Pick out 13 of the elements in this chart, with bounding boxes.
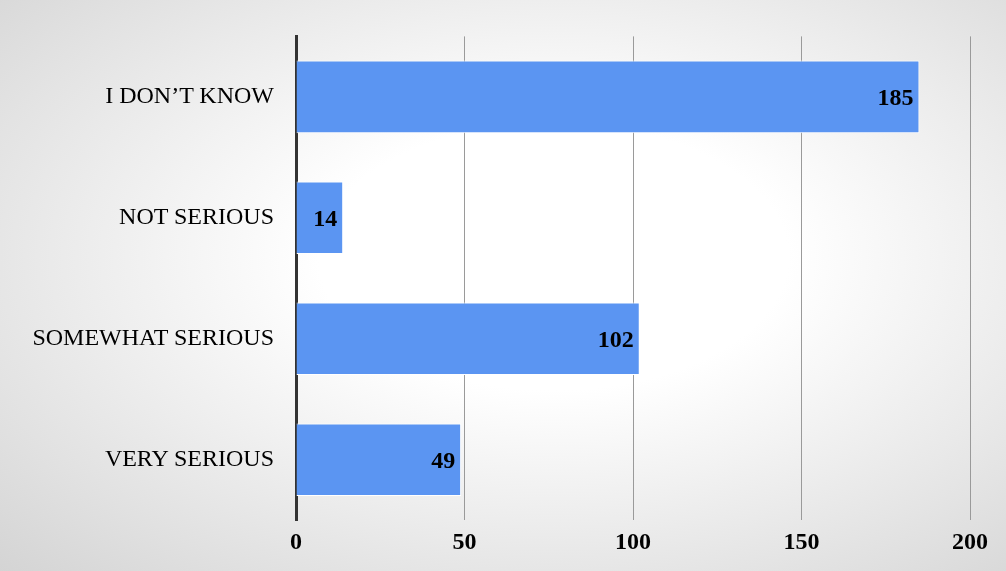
- y-tick-label: NOT SERIOUS: [119, 203, 275, 230]
- x-tick-label: 50: [452, 527, 477, 554]
- data-label: 102: [597, 325, 634, 352]
- y-tick-label: VERY SERIOUS: [104, 445, 275, 472]
- data-label: 185: [877, 84, 914, 111]
- x-tick-label: 100: [615, 527, 652, 554]
- data-label: 14: [313, 205, 338, 232]
- x-tick-label: 200: [952, 527, 988, 554]
- x-tick-label: 150: [783, 527, 820, 554]
- data-label: 49: [431, 446, 456, 473]
- y-tick-label: I DON’T KNOW: [105, 82, 275, 109]
- y-tick-label: SOMEWHAT SERIOUS: [32, 324, 275, 351]
- x-tick-label: 0: [290, 527, 303, 554]
